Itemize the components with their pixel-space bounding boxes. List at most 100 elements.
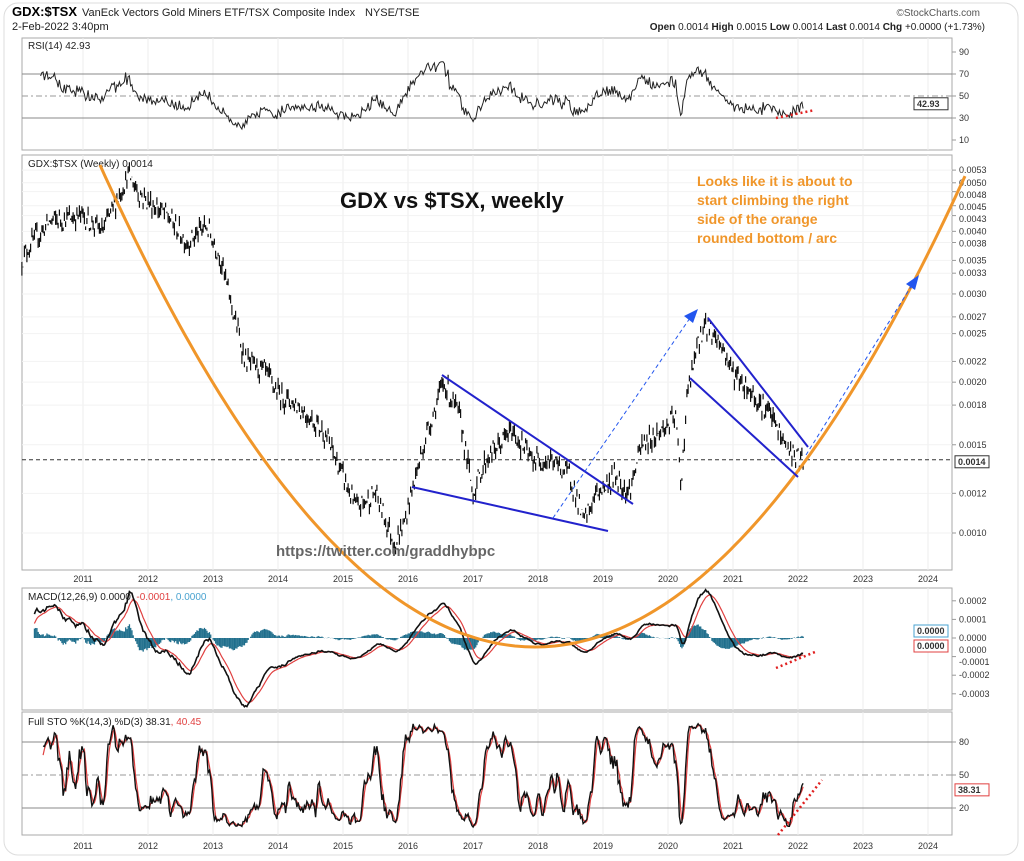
macd-histogram-bar (282, 636, 284, 638)
macd-histogram-bar (117, 630, 119, 638)
macd-histogram-bar (146, 638, 148, 651)
annotations: GDX vs $TSX, weekly Looks like it is abo… (98, 108, 967, 836)
macd-histogram-bar (46, 633, 48, 638)
macd-histogram-bar (575, 638, 577, 642)
macd-histogram-bar (406, 634, 408, 638)
macd-histogram-bar (142, 638, 144, 652)
macd-histogram-bar (436, 634, 438, 638)
price-tick-label: 0.0020 (959, 377, 987, 387)
low-label: Low (770, 22, 790, 33)
description: VanEck Vectors Gold Miners ETF/TSX Compo… (82, 7, 356, 19)
macd-histogram-bar (378, 635, 381, 638)
macd-histogram-bar (111, 629, 113, 638)
macd-histogram-bar (488, 633, 491, 638)
macd-histogram-bar (127, 626, 129, 638)
macd-histogram-bar (310, 636, 312, 638)
macd-histogram-bar (486, 633, 488, 638)
macd-histogram-bar (646, 634, 648, 638)
macd-hist-tag-box (913, 624, 949, 638)
brand[interactable]: ©StockCharts.com (896, 8, 980, 19)
macd-histogram-bar (652, 636, 654, 638)
macd-histogram-bar (183, 638, 186, 645)
macd-histogram-bar (387, 638, 389, 640)
macd-label: MACD(12,26,9) 0.0000, -0.0001, 0.0000 (28, 592, 207, 603)
macd-histogram-bar (678, 638, 681, 644)
macd-histogram-bar (802, 636, 804, 638)
macd-histogram-bar (197, 630, 199, 638)
macd-histogram-bar (240, 638, 242, 647)
macd-histogram-bar (220, 638, 222, 648)
macd-histogram-bar (195, 632, 197, 638)
macd-histogram-bar (277, 635, 279, 638)
macd-histogram-bar (758, 638, 761, 639)
macd-histogram-bar (268, 630, 271, 638)
x-tick-label: 2017 (463, 574, 483, 584)
macd-histogram-bar (242, 638, 244, 646)
macd-histogram-bar (493, 631, 496, 638)
macd-histogram-bar (317, 635, 319, 638)
macd-histogram-bar (305, 636, 307, 638)
macd-histogram-bar (623, 638, 626, 640)
macd-histogram-bar (168, 638, 171, 642)
chart-title-annotation: GDX vs $TSX, weekly (340, 188, 565, 213)
macd-histogram-bar (548, 637, 551, 638)
macd-histogram-bar (537, 638, 539, 640)
macd-histogram-bar (522, 638, 524, 641)
macd-histogram-bar (712, 638, 714, 643)
macd-histogram-bar (120, 630, 122, 638)
price-value-tag: 0.0014 (958, 457, 986, 467)
macd-tick-label: -0.0002 (959, 670, 990, 680)
dashed-arrow-2 (805, 284, 913, 456)
macd-histogram-bar (768, 636, 771, 638)
macd-histogram-bar (218, 638, 221, 647)
price-tick-label: 0.0053 (959, 165, 987, 175)
macd-histogram-bar (100, 638, 102, 644)
price-tick-label: 0.0012 (959, 488, 987, 498)
macd-histogram-bar (543, 638, 546, 639)
sto-panel (21, 711, 953, 836)
macd-histogram-bar (713, 638, 716, 643)
macd-histogram-bar (338, 638, 341, 641)
macd-histogram-bar (650, 636, 652, 638)
price-panel (21, 154, 953, 571)
macd-histogram-bar (706, 633, 708, 638)
macd-histogram-bar (786, 638, 788, 640)
macd-histogram-bar (296, 635, 298, 638)
macd-histogram-bar (36, 628, 38, 638)
macd-histogram-bar (133, 638, 136, 639)
macd-hist-tag: 0.0000 (917, 626, 945, 636)
macd-tick-label: 0.0000 (959, 645, 987, 655)
macd-histogram-bar (375, 634, 377, 638)
macd-histogram-bar (170, 638, 172, 643)
macd-histogram-bar (525, 638, 527, 641)
price-label: GDX:$TSX (Weekly) 0.0014 (28, 159, 153, 170)
orange-arc (98, 164, 967, 649)
macd-histogram-bar (450, 638, 452, 643)
macd-histogram-bar (622, 638, 624, 640)
macd-histogram-bar (281, 635, 283, 638)
macd-histogram-bar (247, 638, 249, 640)
macd-histogram-bar (716, 638, 718, 646)
macd-histogram-bar (163, 638, 166, 640)
macd-histogram-bar (40, 635, 42, 638)
macd-tick-label: 0.0000 (959, 633, 987, 643)
trendline-upper-2 (707, 317, 809, 448)
sto-tick-label: 20 (959, 803, 969, 813)
macd-histogram-bar (182, 638, 184, 644)
macd-histogram-bar (52, 636, 54, 638)
macd-histogram-bar (216, 638, 218, 646)
macd-histogram-bar (476, 638, 478, 646)
macd-value-tag-box (913, 639, 949, 653)
macd-histogram-bar (293, 635, 296, 638)
macd-histogram-bar (252, 632, 254, 638)
macd-histogram-bar (443, 635, 446, 638)
macd-histogram-bar (77, 638, 79, 641)
macd-histogram-bar (37, 631, 39, 638)
macd-histogram-bar (236, 638, 238, 649)
rsi-tick-label: 90 (959, 47, 969, 57)
note-line: Looks like it is about to (697, 173, 853, 189)
macd-histogram-bar (143, 638, 146, 650)
macd-histogram-bar (333, 638, 336, 639)
macd-histogram-bar (743, 638, 746, 644)
macd-histogram-bar (206, 630, 208, 638)
